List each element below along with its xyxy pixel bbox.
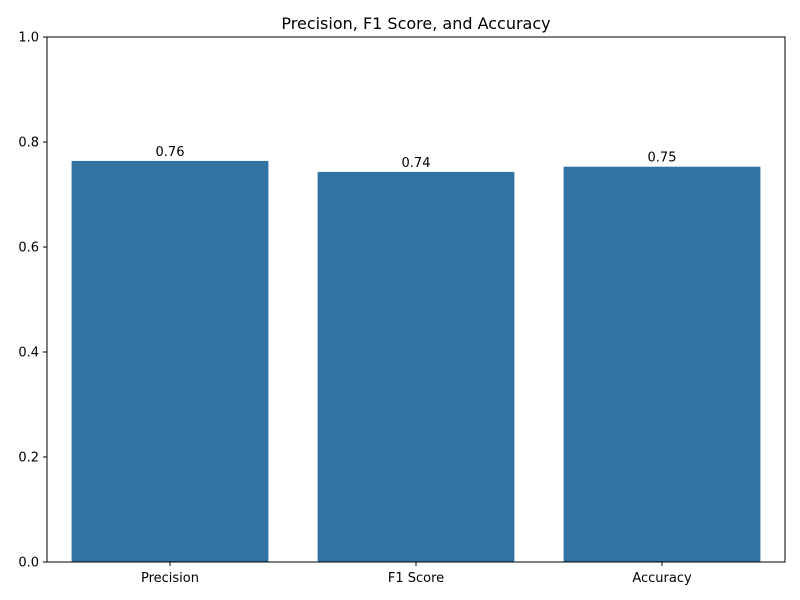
bars-group <box>71 160 761 563</box>
y-tick-label: 0.0 <box>18 556 39 571</box>
x-tick-label: Precision <box>141 571 199 586</box>
y-tick-label: 0.6 <box>18 241 39 256</box>
y-tick-label: 0.8 <box>18 136 39 151</box>
x-tick-label: F1 Score <box>388 571 444 586</box>
chart-title: Precision, F1 Score, and Accuracy <box>281 14 550 33</box>
bar <box>317 171 515 563</box>
y-tick-label: 0.4 <box>18 346 39 361</box>
x-axis: Precision F1 Score Accuracy <box>141 562 692 586</box>
bar <box>563 166 761 563</box>
x-tick-label: Accuracy <box>632 571 692 586</box>
y-tick-label: 0.2 <box>18 451 39 466</box>
bar <box>71 160 269 562</box>
y-axis: 0.0 0.2 0.4 0.6 0.8 1.0 <box>18 31 47 571</box>
data-label: 0.74 <box>402 156 431 171</box>
data-labels-group: 0.76 0.74 0.75 <box>156 145 677 171</box>
data-label: 0.75 <box>648 151 677 166</box>
y-tick-label: 1.0 <box>18 31 39 46</box>
data-label: 0.76 <box>156 145 185 160</box>
